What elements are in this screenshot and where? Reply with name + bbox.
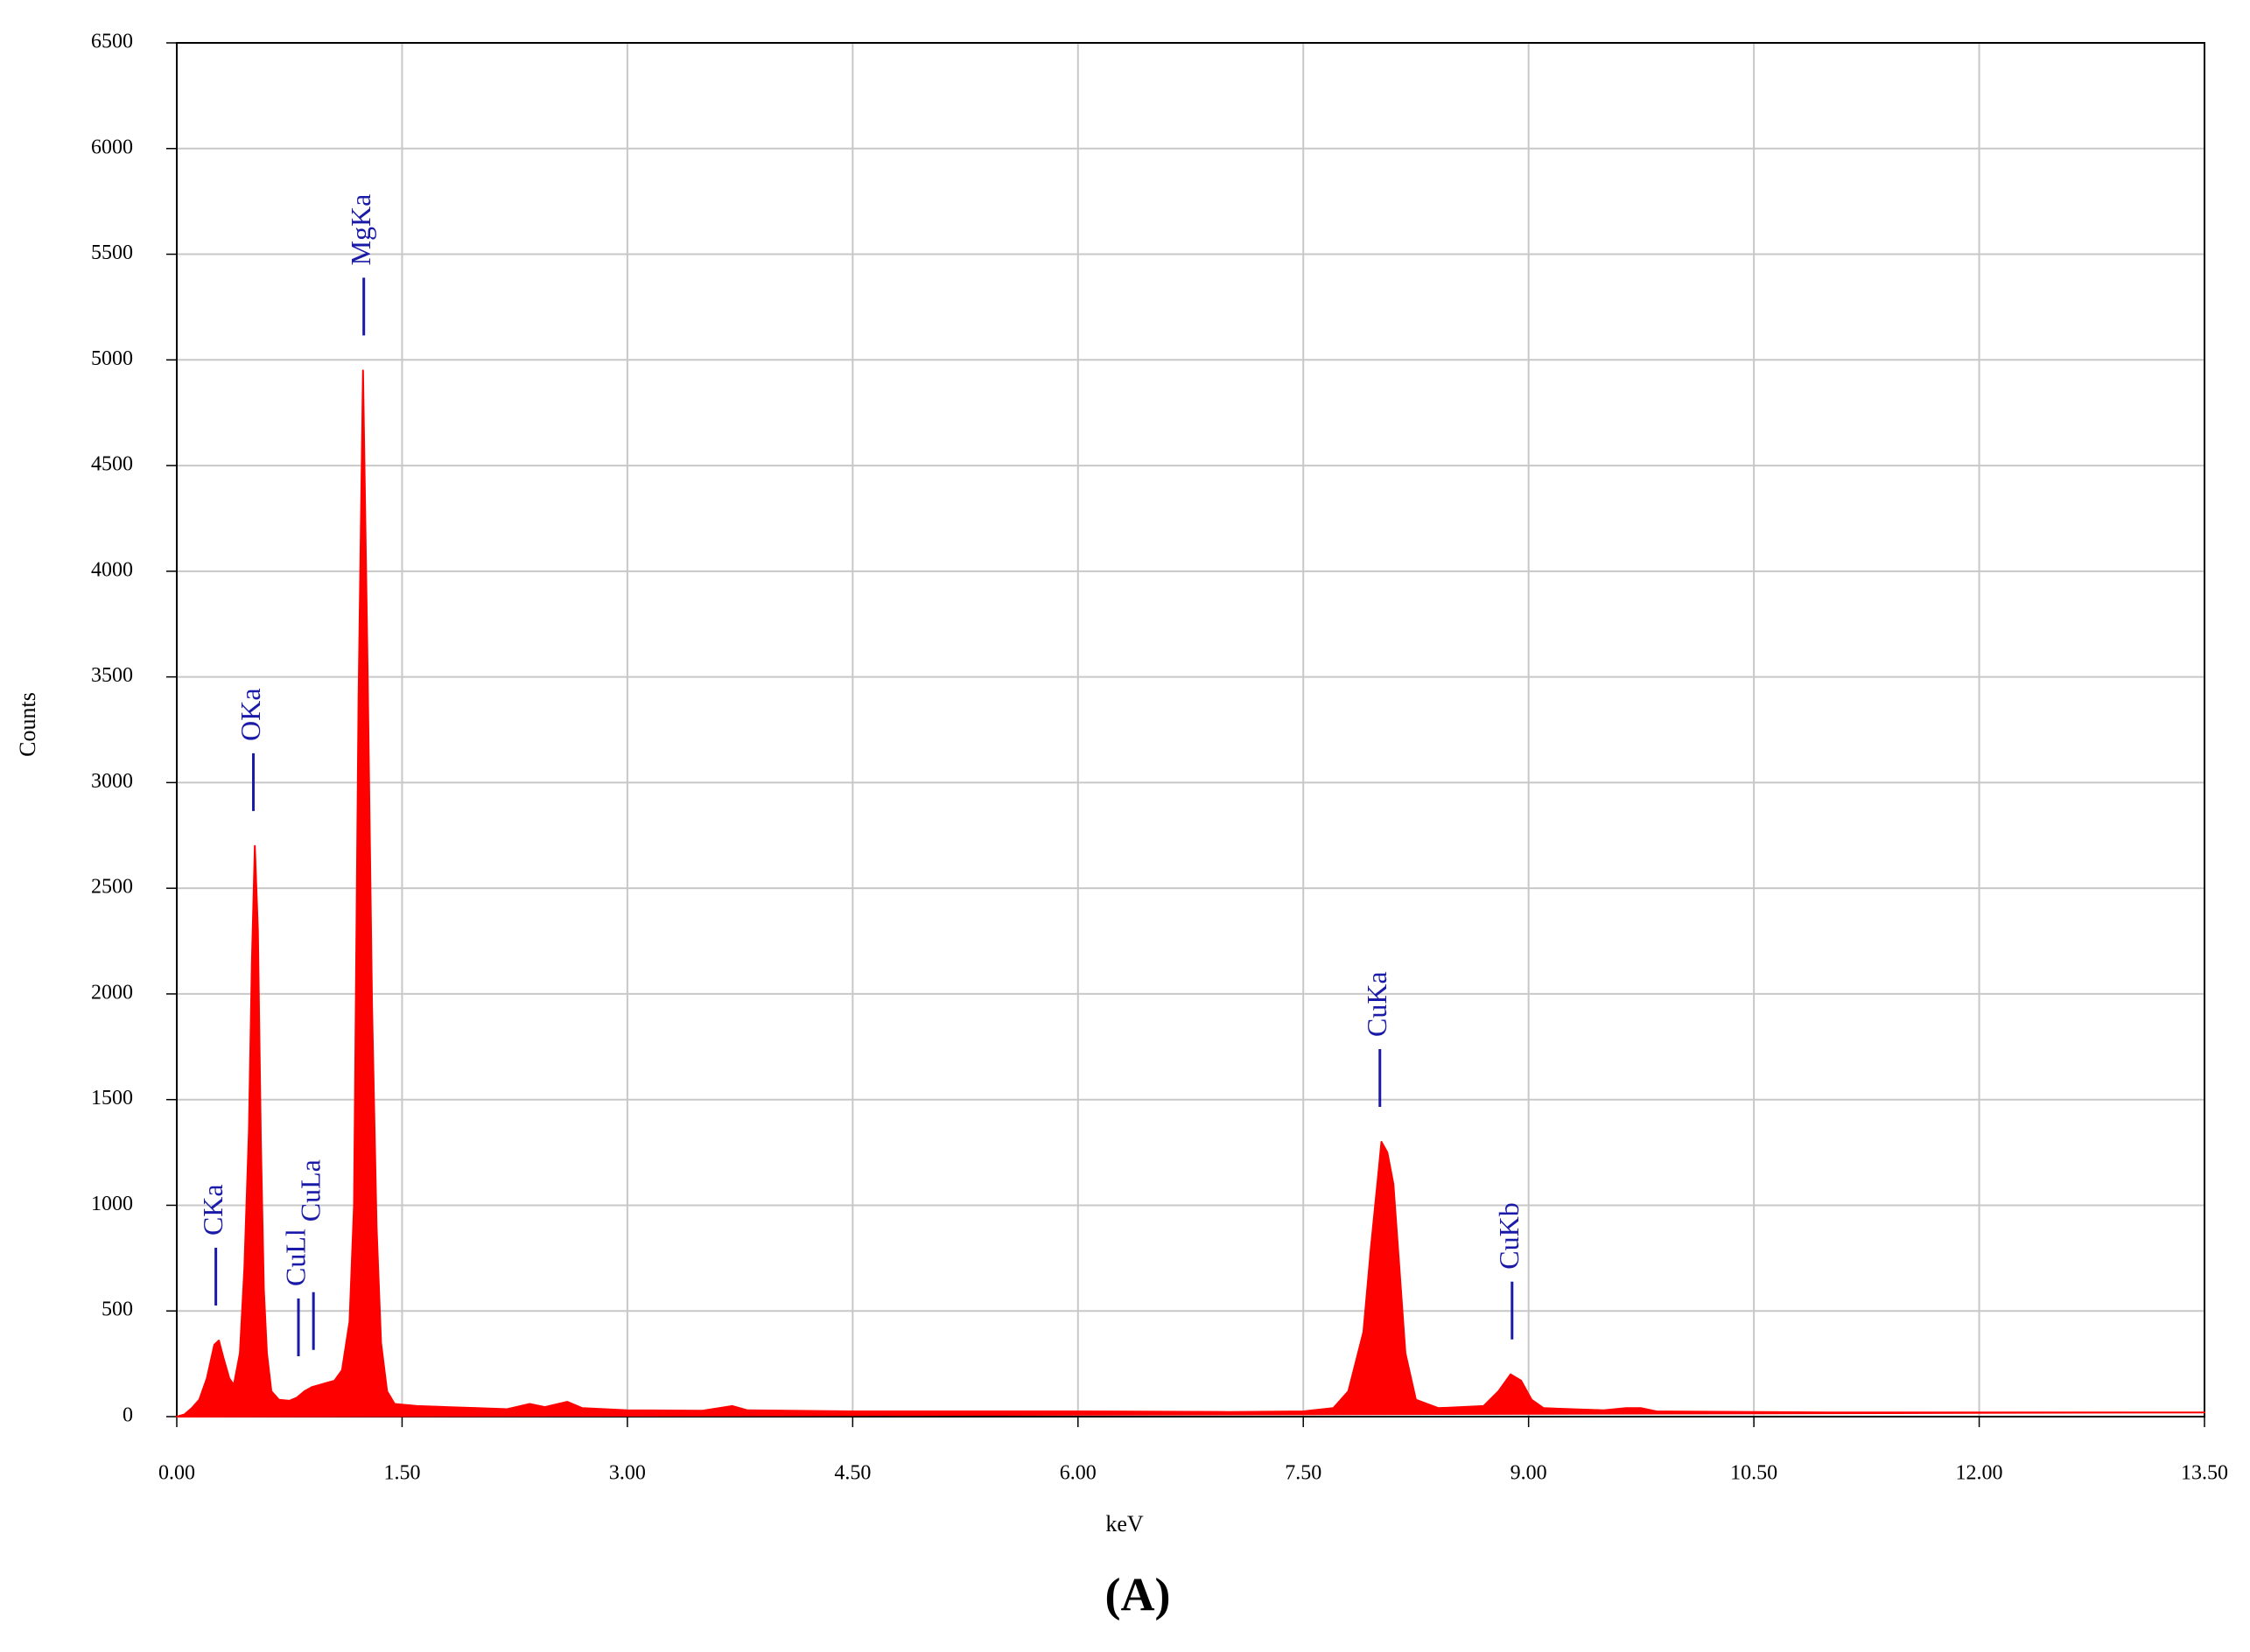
y-tick-label: 6500 (91, 31, 133, 53)
peak-label: CKa (197, 1184, 228, 1236)
y-tick-label: 500 (102, 1298, 133, 1321)
peak-label: CuKb (1493, 1202, 1525, 1269)
y-tick-label: 3500 (91, 664, 133, 687)
y-tick-label: 1500 (91, 1087, 133, 1110)
peak-label: MgKa (345, 194, 376, 266)
x-tick-label: 3.00 (609, 1462, 646, 1485)
y-tick-label: 2000 (91, 981, 133, 1004)
spectrum (176, 369, 2205, 1418)
y-tick-label: 0 (123, 1404, 133, 1427)
x-tick-label: 7.50 (1285, 1462, 1321, 1485)
y-tick-label: 6000 (91, 136, 133, 158)
plot-frame (176, 42, 2205, 1418)
x-tick-label: 10.50 (1730, 1462, 1777, 1485)
peak-label: CuLa (295, 1159, 326, 1222)
x-tick-label: 12.00 (1956, 1462, 2003, 1485)
peak-label: OKa (235, 688, 266, 740)
x-tick-label: 9.00 (1511, 1462, 1547, 1485)
y-tick-label: 1000 (91, 1193, 133, 1215)
x-tick-label: 0.00 (158, 1462, 195, 1485)
x-tick-label: 1.50 (383, 1462, 420, 1485)
y-axis-label: Counts (15, 692, 40, 757)
x-tick-label: 6.00 (1060, 1462, 1097, 1485)
y-tick-label: 2500 (91, 876, 133, 899)
y-tick-label: 4500 (91, 453, 133, 476)
y-tick-label: 5000 (91, 347, 133, 370)
y-tick-label: 5500 (91, 242, 133, 264)
x-axis-label: keV (1105, 1511, 1144, 1536)
panel-label: (A) (1105, 1568, 1171, 1620)
peak-label: CuKa (1361, 971, 1392, 1037)
peak-label: CuLl (279, 1228, 311, 1286)
y-tick-label: 4000 (91, 558, 133, 581)
x-tick-label: 13.50 (2181, 1462, 2228, 1485)
y-tick-label: 3000 (91, 770, 133, 793)
x-tick-label: 4.50 (834, 1462, 871, 1485)
